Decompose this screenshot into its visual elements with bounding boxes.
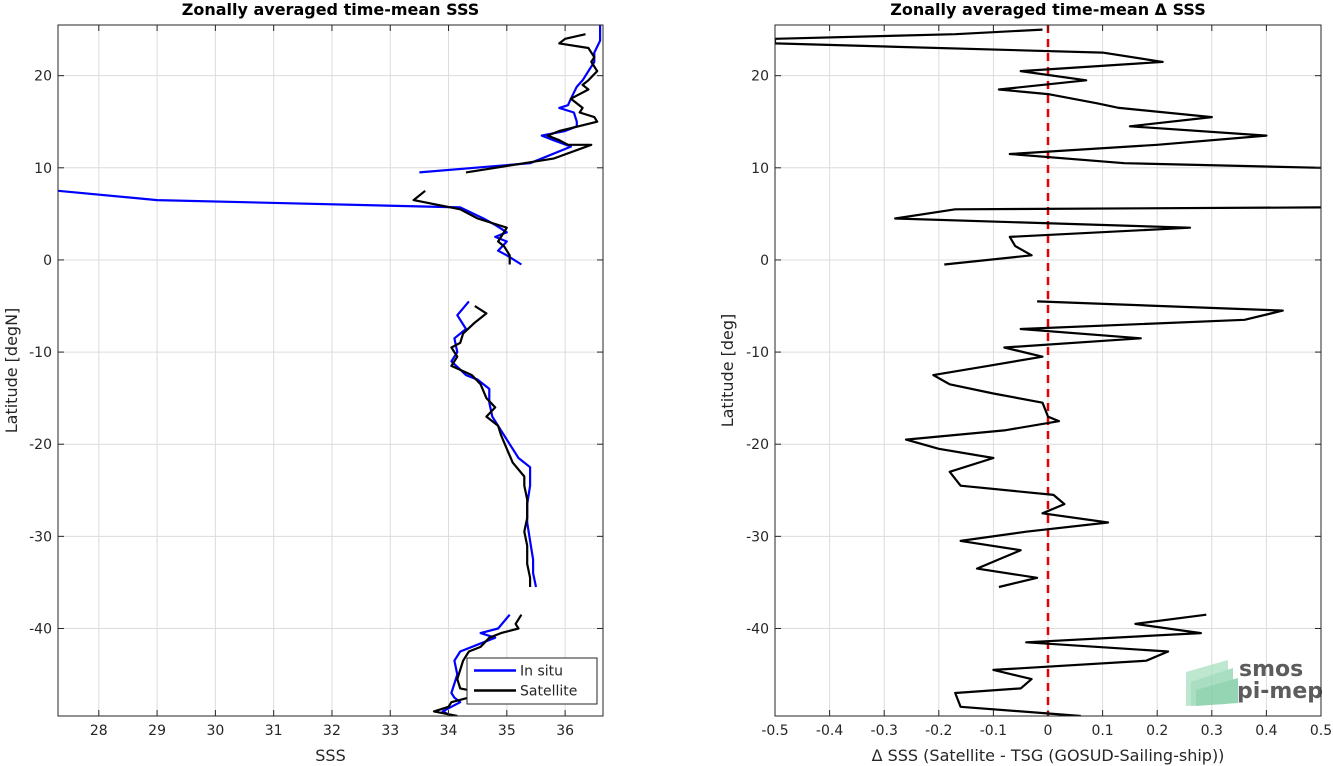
x-tick-label: 0 — [1044, 723, 1053, 739]
x-tick-label: 33 — [381, 723, 399, 739]
y-tick-label: -20 — [29, 437, 52, 453]
legend: In situ Satellite — [466, 657, 598, 705]
y-tick-label: -30 — [29, 529, 52, 545]
series-line-delta-sss — [904, 300, 1284, 589]
x-tick-label: 0.4 — [1255, 723, 1277, 739]
x-axis-label: Δ SSS (Satellite - TSG (GOSUD-Sailing-sh… — [872, 746, 1225, 765]
legend-box — [466, 657, 598, 705]
legend-label-satellite: Satellite — [520, 684, 577, 700]
series-line-in-situ — [419, 25, 602, 174]
legend-label-in-situ: In situ — [520, 664, 563, 680]
x-tick-label: 32 — [323, 723, 341, 739]
x-tick-label: -0.3 — [871, 723, 898, 739]
y-tick-label: 0 — [760, 253, 769, 269]
y-tick-label: -10 — [29, 345, 52, 361]
x-tick-label: 0.3 — [1201, 723, 1223, 739]
left-chart: 28 29 30 31 32 33 34 35 36 -40 -30 -20 -10 0 10 20 Zonal… — [2, 0, 604, 765]
x-tick-label: 0.5 — [1310, 723, 1332, 739]
right-chart: -0.5 -0.4 -0.3 -0.2 -0.1 0 0.1 0.2 0.3 0.4 0.5 -40 -… — [718, 0, 1332, 765]
y-axis-label: Latitude [deg] — [718, 314, 737, 428]
chart-title: Zonally averaged time-mean SSS — [182, 0, 480, 19]
x-tick-label: 28 — [90, 723, 108, 739]
logo-text-pi-mep: pi-mep — [1237, 679, 1323, 704]
x-tick-label: 34 — [440, 723, 458, 739]
series-line-satellite — [450, 305, 532, 587]
y-tick-label: -30 — [746, 529, 769, 545]
x-tick-label: 30 — [206, 723, 224, 739]
x-tick-label: 0.1 — [1091, 723, 1113, 739]
x-tick-label: 0.2 — [1146, 723, 1168, 739]
smos-pi-mep-logo: smos pi-mep — [1186, 657, 1323, 706]
series-line-satellite — [432, 614, 523, 716]
x-tick-label: 35 — [498, 723, 516, 739]
y-tick-label: 10 — [34, 161, 52, 177]
x-tick-label: -0.2 — [925, 723, 952, 739]
y-tick-label: 10 — [751, 161, 769, 177]
series-line-in-situ — [58, 189, 522, 266]
x-tick-label: -0.5 — [761, 723, 788, 739]
x-tick-label: -0.1 — [980, 723, 1007, 739]
x-tick-label: 36 — [556, 723, 574, 739]
series-line-delta-sss — [775, 28, 1321, 169]
series-line-delta-sss — [954, 613, 1207, 716]
series-line-in-situ — [441, 613, 511, 716]
logo-text-smos: smos — [1239, 657, 1303, 682]
y-tick-label: 0 — [43, 253, 52, 269]
series-line-satellite — [412, 189, 511, 265]
y-tick-label: 20 — [34, 69, 52, 85]
axes-frame — [57, 24, 604, 717]
y-tick-label: 20 — [751, 69, 769, 85]
y-tick-label: -40 — [746, 621, 769, 637]
y-tick-label: -10 — [746, 345, 769, 361]
x-tick-label: 29 — [148, 723, 166, 739]
chart-title: Zonally averaged time-mean Δ SSS — [890, 0, 1206, 19]
y-tick-label: -20 — [746, 437, 769, 453]
x-tick-label: -0.4 — [816, 723, 843, 739]
series-line-delta-sss — [893, 206, 1321, 266]
series-line-satellite — [465, 33, 599, 174]
x-axis-label: SSS — [315, 746, 345, 765]
logo-wave-icon — [1186, 660, 1238, 706]
x-tick-label: 31 — [265, 723, 283, 739]
y-tick-label: -40 — [29, 621, 52, 637]
y-axis-label: Latitude [degN] — [2, 308, 21, 434]
